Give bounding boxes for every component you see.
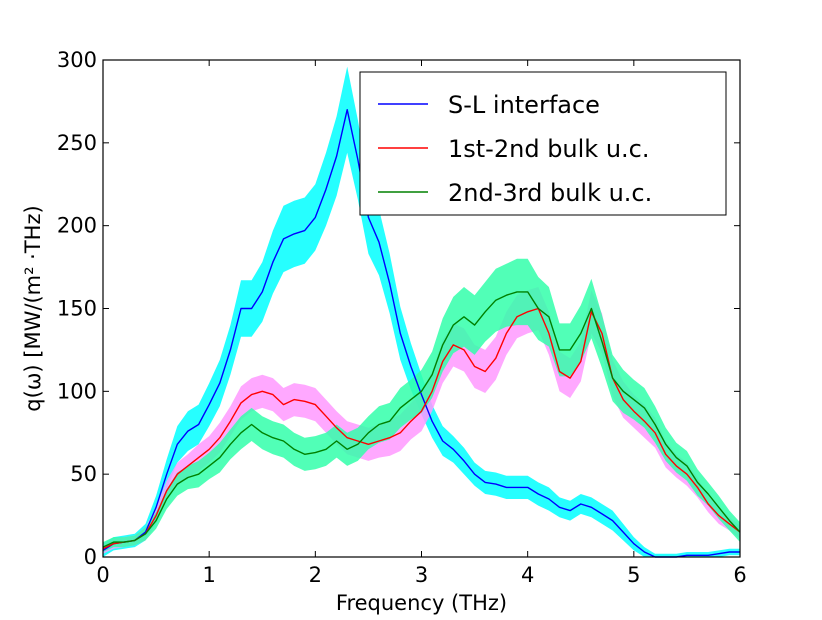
- y-tick-label: 200: [57, 214, 97, 238]
- y-tick-label: 300: [57, 48, 97, 72]
- axis-tick-labels: 0 1 2 3 4 5 6 0 50 100 150 200 250 300: [57, 48, 747, 587]
- x-tick-label: 4: [521, 563, 534, 587]
- line-series-3: [102, 291, 741, 548]
- legend-label-1: S-L interface: [448, 91, 600, 119]
- legend-box: [359, 71, 727, 216]
- legend-label-3: 2nd-3rd bulk u.c.: [448, 179, 652, 207]
- series-lines: [102, 108, 741, 558]
- y-tick-label: 100: [57, 379, 97, 403]
- axis-ticks: [102, 59, 741, 558]
- y-tick-label: 150: [57, 297, 97, 321]
- line-series-1: [102, 108, 740, 558]
- x-tick-label: 6: [733, 563, 746, 587]
- x-tick-label: 1: [202, 563, 215, 587]
- line-series-2: [102, 307, 741, 550]
- x-tick-label: 3: [415, 563, 428, 587]
- legend: S-L interface 1st-2nd bulk u.c. 2nd-3rd bu…: [359, 71, 727, 216]
- x-tick-label: 2: [309, 563, 322, 587]
- y-tick-label: 0: [84, 545, 97, 569]
- x-axis-label: Frequency (THz): [336, 591, 507, 615]
- y-tick-label: 50: [70, 462, 97, 486]
- y-tick-label: 250: [57, 131, 97, 155]
- x-tick-label: 5: [627, 563, 640, 587]
- x-tick-label: 0: [96, 563, 109, 587]
- legend-label-2: 1st-2nd bulk u.c.: [448, 135, 650, 163]
- y-axis-label: q(ω) [MW/(m² ·THz): [21, 205, 45, 411]
